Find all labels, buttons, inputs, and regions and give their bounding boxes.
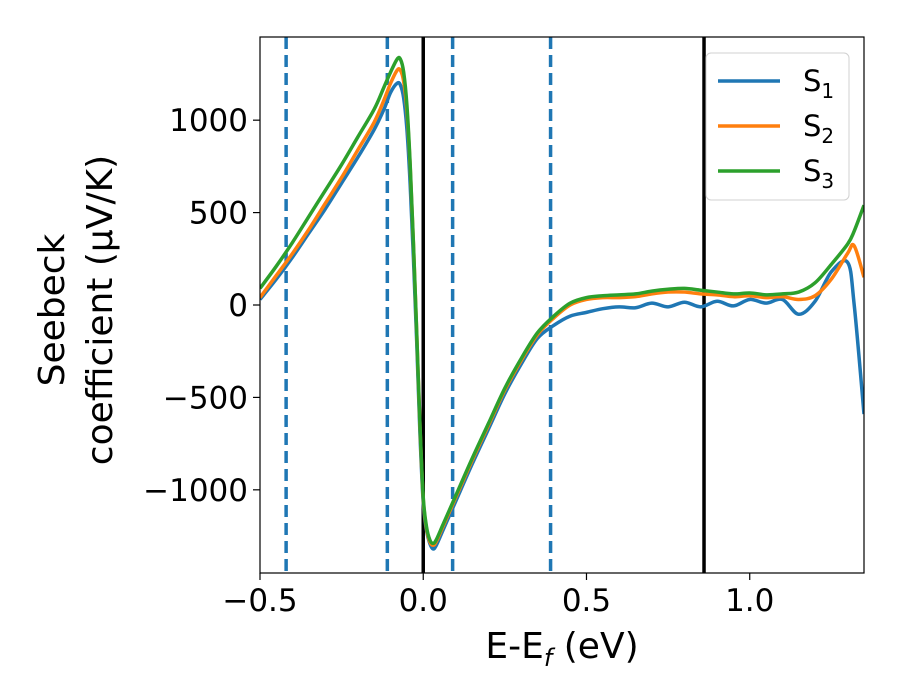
x-tick-label: 0.5 xyxy=(562,583,611,619)
x-axis-title-unit: (eV) xyxy=(552,626,638,667)
series-lines xyxy=(260,55,864,551)
x-axis-title-main: E-E xyxy=(485,626,543,667)
y-tick-label: 0 xyxy=(228,288,248,324)
y-axis-title-line2: coefficient (μV/K) xyxy=(80,155,121,465)
y-tick-label: 1000 xyxy=(169,103,248,139)
legend: S1 S2 S3 xyxy=(705,52,850,201)
x-tick-label: 1.0 xyxy=(725,583,774,619)
legend-label-s3: S3 xyxy=(803,154,834,193)
legend-label-s2: S2 xyxy=(803,109,834,148)
x-tick-label: −0.5 xyxy=(222,583,297,619)
x-axis-title: E-Ef (eV) xyxy=(485,626,638,672)
y-axis-title-line1: Seebeck xyxy=(32,233,73,386)
x-axis-ticks: −0.5 0.0 0.5 1.0 xyxy=(222,573,774,619)
y-tick-label: 500 xyxy=(189,196,248,232)
series-line-s3 xyxy=(260,55,864,546)
y-tick-label: −1000 xyxy=(143,473,248,509)
y-tick-label: −500 xyxy=(163,380,248,416)
x-tick-label: 0.0 xyxy=(399,583,448,619)
y-axis-ticks: 1000 500 0 −500 −1000 xyxy=(143,103,260,509)
legend-label-s1: S1 xyxy=(803,64,834,103)
